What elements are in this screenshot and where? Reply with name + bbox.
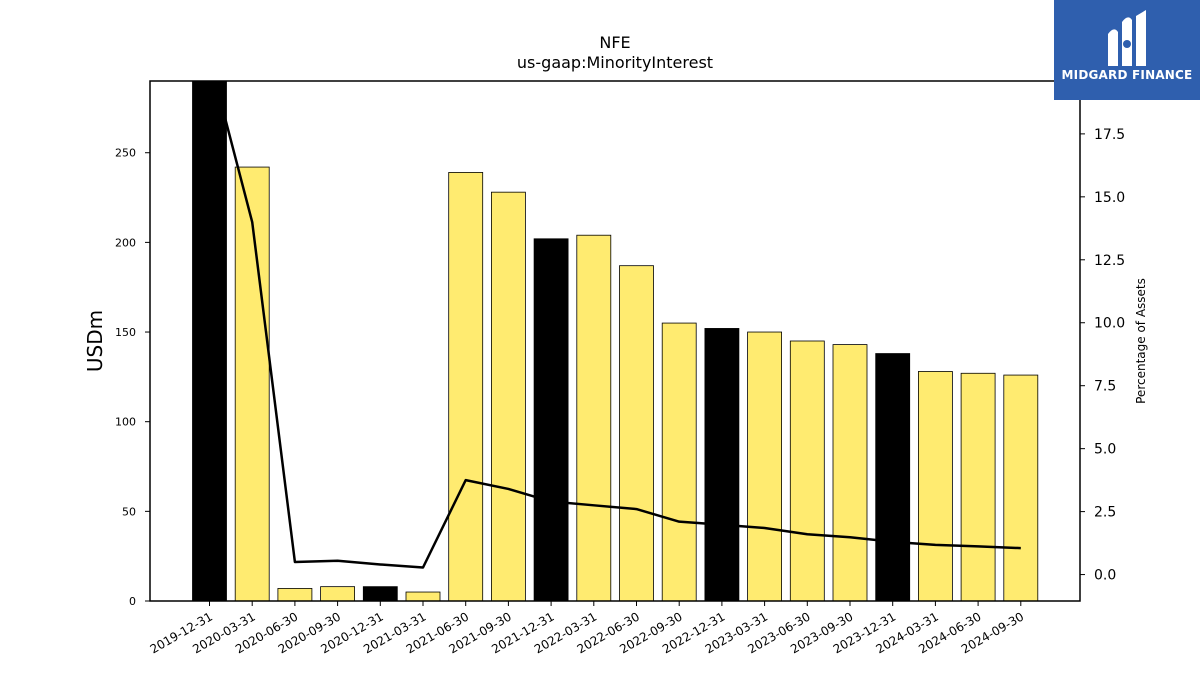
logo-text: MIDGARD FINANCE (1061, 68, 1193, 82)
bar (192, 81, 227, 601)
bar (448, 172, 484, 601)
x-axis: 2019-12-312020-03-312020-06-302020-09-30… (148, 601, 1026, 656)
plot-frame (149, 80, 1081, 602)
bar (704, 328, 740, 601)
bar (960, 372, 996, 601)
y2-tick-label: 2.5 (1094, 505, 1116, 521)
y-tick-label: 150 (115, 326, 136, 339)
bar (619, 265, 654, 601)
y2-tick-label: 17.5 (1094, 127, 1125, 143)
bar (533, 238, 569, 601)
chart-subtitle: us-gaap:MinorityInterest (517, 53, 713, 72)
bar (747, 331, 782, 601)
right-axis: 0.0 2.5 5.0 7.5 10.0 12.5 15.0 17.5 (1080, 127, 1125, 584)
y2-axis-label: Percentage of Assets (1134, 278, 1148, 404)
bar (320, 586, 356, 601)
bar (234, 166, 270, 601)
bar (918, 371, 953, 601)
chart-title: NFE (599, 33, 630, 52)
bar (875, 353, 911, 601)
bar (832, 344, 868, 601)
bars (192, 81, 1039, 601)
y2-tick-label: 5.0 (1094, 442, 1116, 458)
percentage-line-path (214, 81, 1021, 569)
y-tick-label: 0 (129, 595, 136, 608)
percentage-line (214, 81, 1021, 569)
y2-tick-label: 15.0 (1094, 190, 1125, 206)
bar (277, 588, 313, 601)
y2-tick-label: 7.5 (1094, 379, 1116, 395)
y-tick-label: 50 (122, 505, 136, 518)
bar (362, 586, 398, 601)
y2-tick-label: 12.5 (1094, 253, 1125, 269)
left-axis: 0 50 100 150 200 250 (115, 147, 150, 608)
y-tick-label: 100 (115, 416, 136, 429)
y-tick-label: 200 (115, 236, 136, 249)
bar (789, 340, 825, 601)
y-tick-label: 250 (115, 147, 136, 160)
bar (576, 234, 612, 601)
bar (1003, 374, 1039, 601)
bar (490, 191, 526, 601)
logo-mark-icon (1108, 10, 1146, 66)
bar (405, 591, 441, 601)
bar (661, 322, 697, 601)
y2-tick-label: 0.0 (1094, 568, 1116, 584)
brand-logo: MIDGARD FINANCE (1054, 0, 1200, 100)
y2-tick-label: 10.0 (1094, 316, 1125, 332)
y-axis-label: USDm (83, 310, 107, 372)
